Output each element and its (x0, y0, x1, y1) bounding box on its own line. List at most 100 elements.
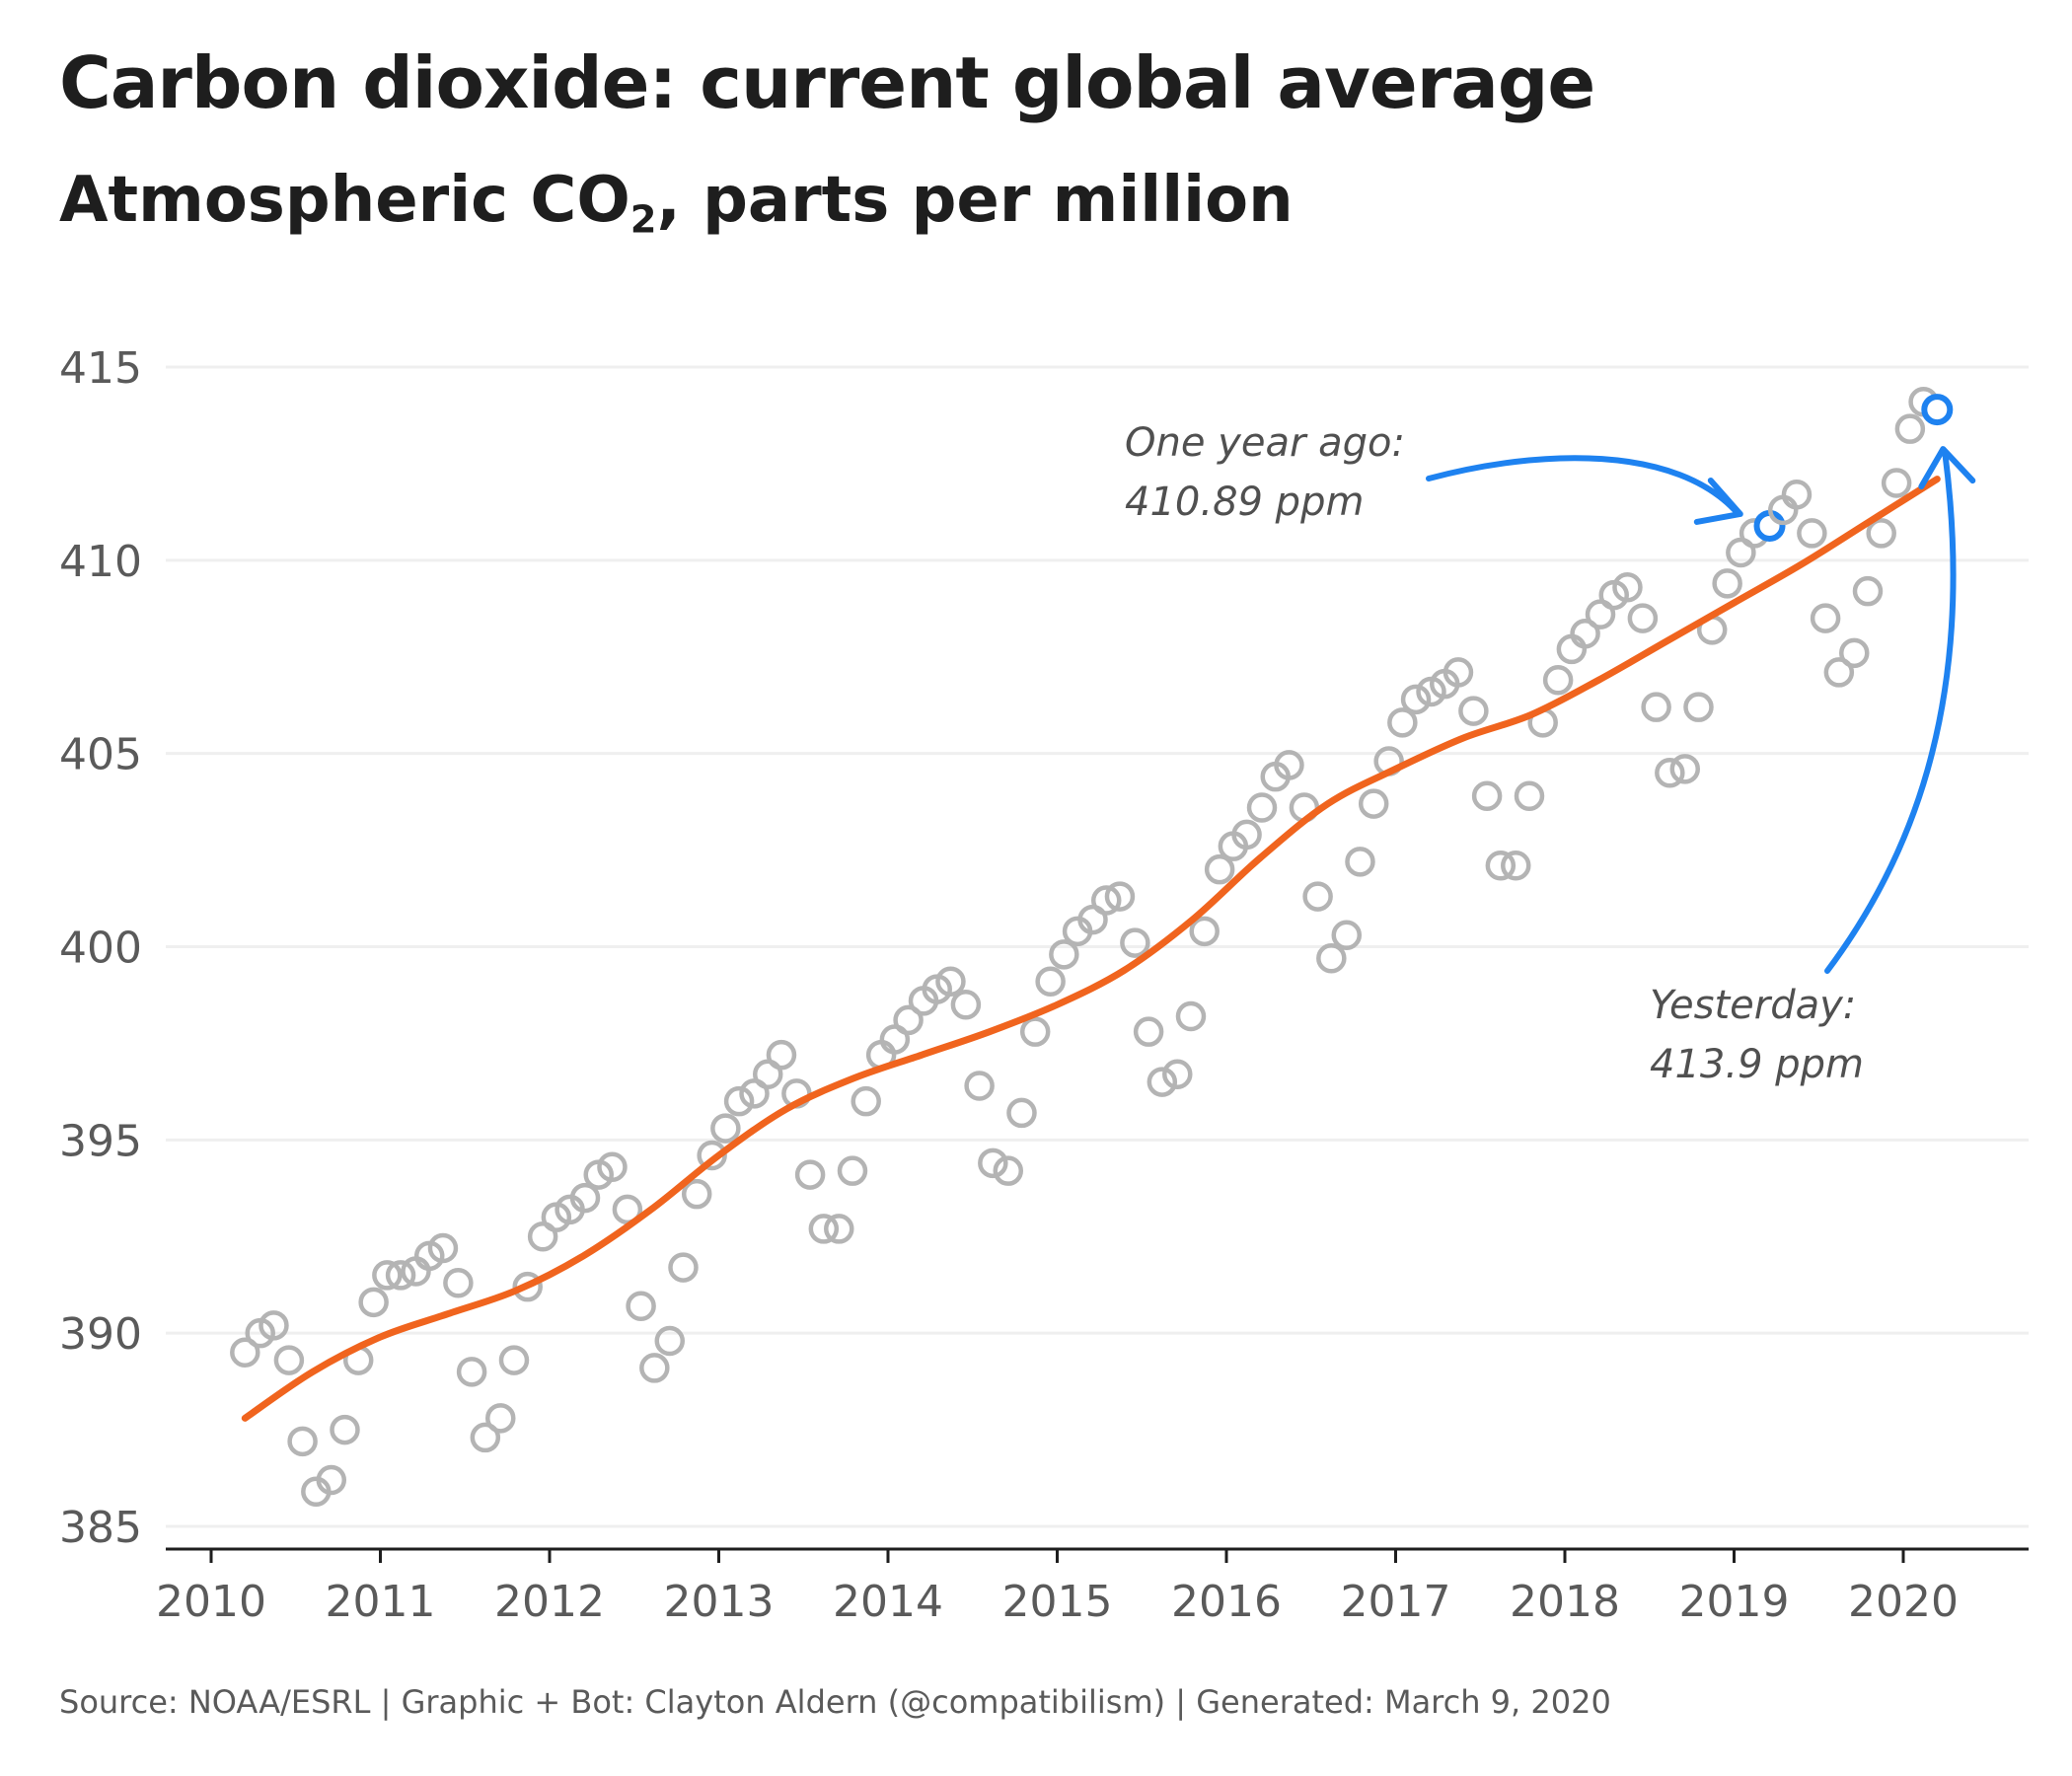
subtitle-main: Atmospheric CO (59, 164, 630, 237)
data-point (654, 1325, 686, 1357)
data-point (372, 1260, 403, 1291)
data-point (1570, 619, 1600, 649)
data-point (1120, 927, 1150, 958)
data-point (1810, 603, 1841, 633)
data-point (1035, 966, 1066, 997)
data-point (1641, 692, 1671, 722)
data-point (964, 1071, 995, 1101)
data-point (851, 1085, 881, 1117)
data-point (1542, 665, 1574, 696)
data-point (639, 1353, 670, 1383)
data-point (1669, 754, 1701, 784)
data-point (273, 1345, 305, 1375)
data-point (766, 1039, 797, 1071)
data-point (1852, 575, 1884, 607)
data-point (1612, 572, 1643, 603)
trend-line (241, 476, 1941, 1422)
data-point (1049, 939, 1079, 970)
data-point (597, 1151, 628, 1182)
arrowhead-one-year-ago (1693, 477, 1743, 525)
x-tick-label: 2020 (1848, 1577, 1959, 1627)
data-point (330, 1414, 360, 1445)
trend-line-group (241, 476, 1941, 1422)
data-point (427, 1232, 459, 1264)
data-point (808, 1214, 840, 1244)
data-point (1894, 413, 1926, 444)
highlighted-data-point (1753, 509, 1786, 542)
x-tick-label: 2015 (1002, 1577, 1113, 1627)
data-point (1331, 920, 1363, 950)
data-point (1443, 657, 1474, 688)
data-point (485, 1403, 516, 1434)
x-tick-label: 2017 (1341, 1577, 1451, 1627)
data-point (1358, 788, 1389, 819)
data-point (993, 1155, 1024, 1186)
data-point (668, 1252, 699, 1283)
data-point (1175, 1000, 1207, 1032)
data-point (1781, 480, 1813, 510)
highlighted-data-point (1921, 394, 1954, 426)
grid-lines (166, 365, 2029, 1528)
data-point (1514, 780, 1545, 811)
data-point (1881, 468, 1912, 498)
data-points (230, 387, 1954, 1507)
subtitle-subscript: 2 (629, 197, 657, 243)
x-axis-ticks: 2010 2011 2012 2013 2014 2015 2016 2017 2018 2019… (156, 1547, 2029, 1627)
data-point (1866, 518, 1896, 549)
data-point (1231, 819, 1262, 851)
data-point (1839, 637, 1870, 669)
data-point (893, 1004, 924, 1036)
data-point (1458, 696, 1489, 726)
data-point (978, 1147, 1008, 1179)
data-point (498, 1345, 530, 1375)
data-point (1246, 792, 1278, 823)
data-point (1823, 657, 1855, 688)
data-point (569, 1182, 601, 1214)
data-point (1147, 1067, 1178, 1097)
annotation-one-year-ago-value: 410.89 ppm (1125, 480, 1364, 525)
subtitle-rest: , parts per million (656, 164, 1294, 237)
y-tick-label: 415 (59, 343, 142, 394)
x-tick-label: 2018 (1510, 1577, 1620, 1627)
data-point (1316, 943, 1347, 974)
data-point (723, 1085, 755, 1117)
annotation-one-year-ago-label: One year ago: (1125, 420, 1405, 466)
chart-title: Carbon dioxide: current global average (59, 41, 1595, 124)
data-point (470, 1422, 501, 1453)
data-point (1019, 1016, 1051, 1047)
y-tick-label: 405 (59, 730, 142, 780)
data-point (1104, 881, 1136, 912)
x-tick-label: 2016 (1171, 1577, 1282, 1627)
data-point (612, 1194, 643, 1225)
x-tick-label: 2012 (494, 1577, 605, 1627)
arrow-one-year-ago (1426, 455, 1741, 517)
data-point (443, 1268, 474, 1298)
data-point (1162, 1059, 1193, 1089)
source-note: Source: NOAA/ESRL | Graphic + Bot: Clayt… (59, 1683, 1611, 1721)
data-point (1133, 1016, 1164, 1047)
x-tick-label: 2011 (326, 1577, 436, 1627)
y-tick-label: 410 (59, 537, 142, 587)
x-tick-label: 2013 (664, 1577, 775, 1627)
data-point (1400, 684, 1432, 715)
annotation-yesterday-value: 413.9 ppm (1650, 1042, 1864, 1087)
data-point (1683, 692, 1714, 722)
data-point (358, 1287, 389, 1318)
data-point (259, 1310, 289, 1341)
y-tick-label: 390 (59, 1309, 142, 1360)
chart-subtitle: Atmospheric CO2, parts per million (59, 164, 1294, 243)
data-point (1006, 1097, 1037, 1129)
data-point (1204, 853, 1235, 885)
data-point (230, 1337, 260, 1368)
x-tick-label: 2014 (833, 1577, 943, 1627)
data-point (1302, 881, 1333, 912)
data-point (1485, 851, 1517, 881)
data-point (456, 1357, 487, 1387)
annotations: One year ago: 410.89 ppm Yesterday: 413.9 p… (1125, 420, 1976, 1087)
data-point (950, 990, 982, 1020)
y-axis-ticks: 385 390 395 400 405 410 415 (59, 343, 142, 1553)
data-point (710, 1113, 741, 1144)
data-point (1274, 750, 1304, 780)
data-point (1189, 916, 1220, 947)
